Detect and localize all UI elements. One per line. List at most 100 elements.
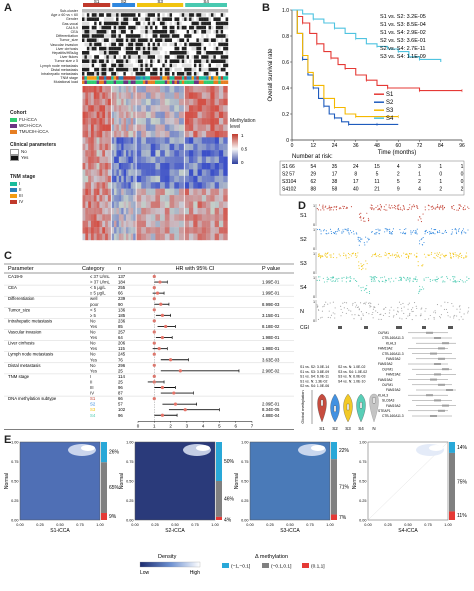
category-label: poor [90, 302, 99, 307]
heatmap-cell [145, 220, 151, 228]
heatmap-cell [130, 227, 134, 234]
x-tick-label: 96 [459, 143, 465, 149]
annotation-cell [191, 34, 195, 38]
heatmap-cell [214, 195, 220, 202]
annotation-cell [140, 72, 144, 76]
heatmap-cell [121, 188, 124, 196]
methylation-point [341, 277, 343, 280]
methylation-point [429, 254, 431, 256]
p-value: 8.18E-02 [262, 324, 280, 329]
heatmap-cell [164, 86, 170, 93]
annotation-cell [120, 80, 124, 84]
heatmap-cell [184, 201, 190, 209]
delta-legend-label: (0.1,1] [311, 564, 325, 570]
heatmap-cell [85, 182, 89, 189]
heatmap-cell [125, 150, 129, 157]
heatmap-cell [116, 201, 120, 209]
heatmap-cell [99, 182, 103, 189]
methylation-point [390, 277, 392, 279]
annotation-cell [169, 38, 173, 42]
methylation-point [442, 255, 445, 257]
annotation-cell [106, 38, 109, 42]
track-axis-tick: 0 [313, 295, 315, 299]
annotation-cell [169, 42, 173, 47]
annotation-cell [162, 51, 165, 55]
methylation-point [345, 277, 347, 279]
violin-box [359, 402, 363, 409]
annotation-cell [201, 30, 204, 34]
risk-value: 24 [353, 164, 359, 170]
methylation-point [424, 233, 426, 235]
annotation-cell [164, 9, 168, 13]
heatmap-cell [206, 92, 211, 100]
heatmap-cell [141, 105, 147, 112]
methylation-point [440, 254, 442, 256]
heatmap-cell [197, 118, 203, 125]
methylation-point [361, 264, 363, 267]
annotation-cell [142, 72, 146, 76]
heatmap-cell [197, 175, 203, 183]
density-plots: 26%65%9%0.00 0.25 0.50 0.75 1.001.000.750.50… [4, 441, 468, 577]
annotation-cell [111, 38, 114, 42]
annotation-cell [176, 67, 180, 72]
heatmap-cell [111, 118, 115, 125]
annotation-cell [103, 55, 107, 59]
parameter-label: Intrahepatic metastasis [8, 318, 52, 323]
methylation-point [444, 231, 446, 233]
heatmap-cell [210, 98, 215, 106]
logrank-stat: S3 vs. S4: 1.1E-09 [380, 54, 426, 60]
heatmap-cell [133, 118, 136, 125]
heatmap-cell [174, 92, 180, 100]
heatmap-cell [99, 233, 103, 241]
heatmap-cell [178, 207, 184, 215]
heatmap-cell [188, 195, 194, 202]
annotation-cell [162, 55, 165, 59]
methylation-point [326, 281, 328, 283]
methylation-point [380, 277, 382, 279]
annotation-cell [89, 38, 92, 42]
heatmap-cell [206, 195, 211, 202]
annotation-cell [157, 42, 161, 47]
methylation-point [325, 301, 327, 303]
heatmap-cell [128, 188, 131, 196]
annotation-cell [198, 42, 202, 47]
methylation-point [424, 209, 426, 211]
heatmap-cell [133, 143, 136, 151]
annotation-cell [157, 76, 161, 80]
heatmap-cell [141, 124, 147, 132]
annotation-cell [225, 25, 229, 30]
heatmap-cell [123, 163, 127, 170]
x-tick-label: 48 [374, 143, 380, 149]
heatmap-cell [96, 156, 100, 164]
annotation-cell [135, 59, 139, 63]
annotation-cell [137, 63, 141, 68]
methylation-point [345, 228, 347, 231]
methylation-point [371, 277, 373, 279]
methylation-point [332, 280, 334, 282]
annotation-cell [137, 51, 141, 55]
methylation-point [363, 303, 365, 305]
heatmap-cell [114, 137, 117, 144]
y-tick-label: 0.75 [359, 460, 366, 464]
annotation-cell [111, 13, 114, 17]
heatmap-cell [123, 214, 127, 221]
methylation-point [465, 256, 467, 258]
category-label: well [90, 296, 97, 301]
annotation-cell [210, 42, 214, 47]
methylation-point [360, 287, 362, 289]
y-axis-label: Normal [352, 473, 358, 489]
methylation-point [438, 207, 440, 209]
heatmap-cell [133, 105, 136, 112]
annotation-cell [167, 42, 170, 47]
methylation-point [388, 315, 390, 318]
annotation-cell [193, 76, 197, 80]
annotation-cell [159, 63, 163, 68]
heatmap-cell [164, 220, 170, 228]
heatmap-cell [184, 143, 190, 151]
heatmap-cell [128, 130, 131, 138]
methylation-point [335, 280, 337, 282]
annotation-cell [128, 67, 131, 72]
annotation-cell [164, 46, 168, 51]
heatmap-cell [218, 201, 224, 209]
annotation-cell [137, 34, 141, 38]
